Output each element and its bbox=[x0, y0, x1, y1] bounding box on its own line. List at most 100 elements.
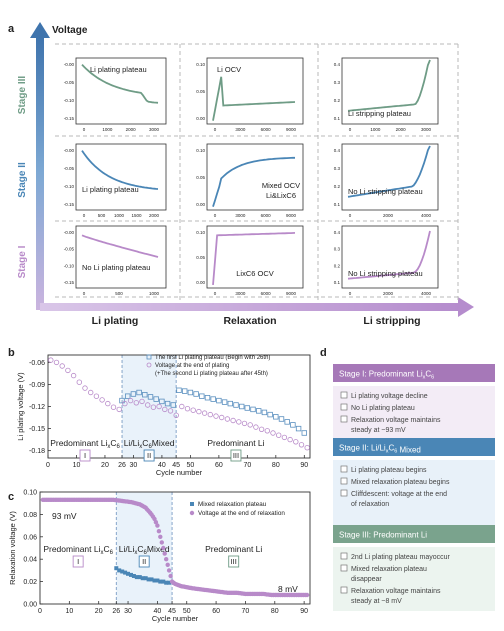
cell-label: No Li stripping plateau bbox=[348, 269, 423, 278]
y-tick-label: 0.02 bbox=[23, 579, 37, 586]
cell-xtick: 0 bbox=[214, 291, 217, 296]
cell-ytick: 0.3 bbox=[334, 247, 341, 252]
stage-box-item: disappear bbox=[351, 576, 382, 583]
point-first-plateau bbox=[279, 417, 284, 422]
cell-frame bbox=[207, 144, 303, 210]
point-end-relaxation bbox=[158, 535, 162, 539]
cell-xtick: 2000 bbox=[383, 213, 394, 218]
cell-xtick: 1000 bbox=[149, 291, 160, 296]
point-end-plating bbox=[208, 412, 213, 417]
stage-box-item: Relaxation voltage maintains bbox=[351, 588, 441, 595]
cell-plot-2-2: 0.40.30.20.10 2000 4000No Li stripping pla… bbox=[334, 226, 438, 296]
x-axis-label: Cycle number bbox=[152, 614, 199, 623]
checkbox-icon bbox=[341, 392, 347, 398]
point-end-relaxation bbox=[161, 546, 165, 550]
column-label: Relaxation bbox=[223, 315, 276, 327]
cell-ytick: 0.05 bbox=[196, 255, 205, 260]
column-label: Li stripping bbox=[363, 315, 420, 327]
cell-ytick: -0.15 bbox=[64, 280, 75, 285]
point-first-plateau bbox=[205, 395, 210, 400]
region-label-li: Predominant Li bbox=[205, 544, 262, 554]
point-first-plateau bbox=[291, 423, 296, 428]
stage-box-item: 2nd Li plating plateau mayoccur bbox=[351, 554, 451, 561]
checkbox-icon bbox=[341, 404, 347, 410]
point-end-plating bbox=[305, 445, 310, 450]
point-first-plateau bbox=[274, 415, 279, 420]
point-first-plateau bbox=[211, 397, 216, 402]
point-end-relaxation bbox=[155, 523, 159, 527]
cell-xtick: 4000 bbox=[421, 291, 432, 296]
cell-ytick: 0.00 bbox=[196, 202, 205, 207]
x-tick-label: 60 bbox=[215, 462, 223, 469]
y-tick-label: -0.09 bbox=[29, 382, 45, 389]
point-end-relaxation bbox=[166, 563, 170, 567]
cell-xtick: 3000 bbox=[235, 213, 246, 218]
cell-label: No Li plating plateau bbox=[82, 263, 150, 272]
cell-label: Li&LixC6 bbox=[266, 191, 296, 200]
cell-ytick: 0.1 bbox=[334, 280, 341, 285]
legend-text: (+The second Li plating plateau after 45… bbox=[155, 371, 268, 377]
x-tick-label: 90 bbox=[300, 608, 308, 615]
cell-plot-0-2: 0.40.30.20.10 1000 2000 3000Li stripping pl… bbox=[334, 58, 438, 132]
point-first-plateau bbox=[285, 420, 290, 425]
point-end-plating bbox=[276, 433, 281, 438]
cell-xtick: 1000 bbox=[114, 213, 125, 218]
cell-ytick: 0.4 bbox=[334, 62, 341, 67]
x-axis-label: Cycle number bbox=[156, 468, 203, 477]
cell-plot-2-1: 0.10 0.05 0.00 0 3000 6000 9000 LixC6 OCV bbox=[196, 226, 303, 296]
point-end-relaxation bbox=[164, 557, 168, 561]
y-tick-label: -0.12 bbox=[29, 404, 45, 411]
cell-ytick: 0.00 bbox=[196, 280, 205, 285]
point-first-plateau bbox=[296, 426, 301, 431]
point-end-plating bbox=[214, 414, 219, 419]
cell-ytick: -0.10 bbox=[64, 263, 75, 268]
region-label-li: Predominant Li bbox=[207, 438, 264, 448]
panel-a-label: a bbox=[8, 23, 15, 35]
cell-plot-0-0: -0.00 -0.05 -0.10 -0.15 0 1000 2000 3000 Li plat… bbox=[64, 58, 166, 132]
x-tick-label: 20 bbox=[101, 462, 109, 469]
cell-ytick: -0.10 bbox=[64, 184, 75, 189]
stage-box-item: of relaxation bbox=[351, 501, 389, 508]
panel-b-label: b bbox=[8, 347, 15, 359]
cell-plot-1-2: 0.40.30.20.10 2000 4000No Li stripping pla… bbox=[334, 144, 438, 218]
point-end-plating bbox=[225, 417, 230, 422]
checkbox-icon bbox=[341, 466, 347, 472]
point-end-relaxation bbox=[305, 593, 309, 597]
cell-xtick: 9000 bbox=[286, 127, 297, 132]
x-arrow-head bbox=[458, 297, 474, 317]
cell-xtick: 1000 bbox=[370, 127, 381, 132]
point-end-plating bbox=[254, 425, 259, 430]
x-tick-label: 10 bbox=[73, 462, 81, 469]
cell-label: Li plating plateau bbox=[82, 185, 139, 194]
x-tick-label: 70 bbox=[243, 462, 251, 469]
cell-xtick: 2000 bbox=[126, 127, 137, 132]
stage-box-item: No Li plating plateau bbox=[351, 405, 415, 412]
cell-xtick: 0 bbox=[83, 127, 86, 132]
region-roman-label: III bbox=[233, 451, 239, 460]
cell-ytick: 0.10 bbox=[196, 230, 205, 235]
cell-frame bbox=[342, 144, 438, 210]
x-tick-label: 80 bbox=[272, 462, 280, 469]
cell-xtick: 0 bbox=[214, 127, 217, 132]
region-roman-label: I bbox=[84, 451, 86, 460]
point-first-plateau bbox=[302, 431, 307, 436]
cell-xtick: 0 bbox=[83, 291, 86, 296]
panel-d-label: d bbox=[320, 347, 327, 359]
legend-text: Voltage at the end of plating bbox=[155, 363, 229, 369]
point-first-plateau bbox=[182, 389, 187, 394]
point-end-plating bbox=[299, 443, 304, 448]
y-tick-label: 0.00 bbox=[23, 602, 37, 609]
cell-ytick: -0.00 bbox=[64, 148, 75, 153]
cell-xtick: 3000 bbox=[235, 127, 246, 132]
cell-ytick: 0.4 bbox=[334, 230, 341, 235]
checkbox-icon bbox=[341, 565, 347, 571]
checkbox-icon bbox=[341, 416, 347, 422]
cell-xtick: 3000 bbox=[149, 127, 160, 132]
cell-ytick: 0.05 bbox=[196, 89, 205, 94]
point-first-plateau bbox=[234, 403, 239, 408]
checkbox-icon bbox=[341, 490, 347, 496]
cell-xtick: 2000 bbox=[396, 127, 407, 132]
x-tick-label: 0 bbox=[38, 608, 42, 615]
y-tick-label: 0.04 bbox=[23, 557, 37, 564]
point-first-plateau bbox=[256, 409, 261, 414]
